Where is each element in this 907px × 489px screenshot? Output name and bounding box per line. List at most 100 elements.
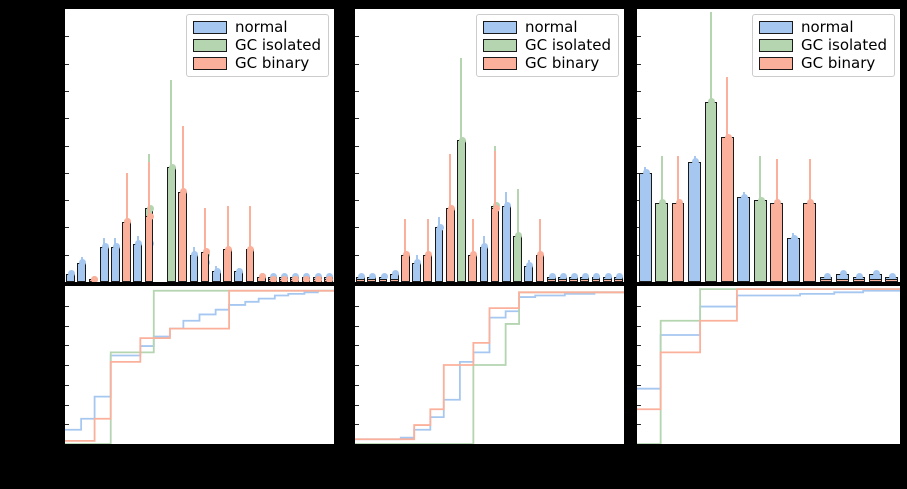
step-plot <box>637 286 900 444</box>
error-bar-cap-marker <box>180 188 188 196</box>
legend-entry-binary: GC binary <box>482 56 611 71</box>
histogram-bar <box>423 254 433 282</box>
y-axis-tick <box>65 64 69 65</box>
histogram-bar <box>704 101 718 282</box>
error-bar-cap-marker <box>236 267 244 275</box>
error-bar-cap-marker <box>675 199 683 207</box>
error-bar-cap-marker <box>839 270 847 278</box>
y-axis-tick <box>637 118 641 119</box>
y-axis-tick <box>355 326 359 327</box>
y-axis-tick <box>637 326 641 327</box>
histogram-bar <box>468 254 478 282</box>
error-bar-cap-marker <box>515 232 523 240</box>
error-bar-cap-marker <box>369 273 377 281</box>
error-bar <box>148 161 151 217</box>
histogram-bar <box>167 167 176 282</box>
error-bar-cap-marker <box>692 158 700 166</box>
step-line-isolated <box>637 289 900 444</box>
error-bar-cap-marker <box>889 273 897 281</box>
histogram-bar <box>535 254 545 282</box>
legend-entry-binary: GC binary <box>758 56 887 71</box>
histogram-bar <box>189 254 199 282</box>
y-axis-tick <box>65 326 69 327</box>
y-axis-tick <box>65 36 69 37</box>
histogram-bar <box>434 227 444 282</box>
y-axis-tick <box>637 365 641 366</box>
error-bar <box>181 126 184 192</box>
error-bar-cap-marker <box>481 243 489 251</box>
histogram-bar <box>457 140 466 282</box>
error-bar-cap-marker <box>292 275 300 282</box>
y-axis-tick <box>637 424 641 425</box>
legend-left: normal GC isolated GC binary <box>185 14 329 77</box>
y-axis-tick <box>65 173 69 174</box>
error-bar-cap-marker <box>526 262 534 270</box>
figure-column-3: normal GC isolated GC binary <box>636 0 907 489</box>
histogram-bar <box>885 279 899 282</box>
error-bar-cap-marker <box>168 163 176 171</box>
histogram-bar <box>133 243 143 282</box>
histogram-bar <box>638 172 652 282</box>
legend-swatch-icon <box>192 39 227 52</box>
error-bar-cap-marker <box>225 245 233 253</box>
error-bar-cap-marker <box>708 98 716 106</box>
histogram-bar <box>770 202 784 282</box>
error-bar-cap-marker <box>391 270 399 278</box>
error-bar-cap-marker <box>191 251 199 259</box>
histogram-bar <box>389 279 399 282</box>
error-bar-cap-marker <box>146 212 154 220</box>
error-bar <box>204 208 207 252</box>
y-axis-tick <box>637 36 641 37</box>
y-axis-tick <box>355 365 359 366</box>
histogram-bar <box>501 205 511 282</box>
y-axis-tick <box>355 385 359 386</box>
error-bar-cap-marker <box>436 223 444 231</box>
error-bar-cap-marker <box>642 169 650 177</box>
error-bar-cap-marker <box>571 273 579 281</box>
histogram-bar <box>200 251 210 282</box>
y-axis-tick <box>637 146 641 147</box>
legend-entry-isolated: GC isolated <box>192 38 321 53</box>
error-bar-cap-marker <box>659 199 667 207</box>
histogram-bar <box>557 279 567 282</box>
y-axis-tick <box>65 91 69 92</box>
error-bar-cap-marker <box>68 270 76 278</box>
histogram-panel-right: normal GC isolated GC binary <box>636 8 901 283</box>
histogram-bar <box>836 279 849 282</box>
error-bar-cap-marker <box>757 196 765 204</box>
error-bar-cap-marker <box>269 275 277 282</box>
error-bar-cap-marker <box>741 193 749 201</box>
y-axis-tick <box>65 146 69 147</box>
y-axis-tick <box>65 365 69 366</box>
y-axis-tick <box>355 91 359 92</box>
legend-label: GC isolated <box>800 36 887 54</box>
histogram-bar <box>602 279 612 282</box>
error-bar <box>808 159 811 203</box>
cumulative-panel-right <box>636 285 901 445</box>
error-bar-cap-marker <box>202 248 210 256</box>
y-axis-tick <box>355 255 359 256</box>
histogram-bar <box>490 208 500 282</box>
step-line-binary <box>637 289 900 409</box>
histogram-bar <box>591 279 601 282</box>
error-bar <box>438 216 441 228</box>
y-axis-tick <box>637 64 641 65</box>
error-bar <box>170 79 173 168</box>
histogram-bar <box>245 249 255 282</box>
legend-swatch-icon <box>192 21 227 34</box>
histogram-bar <box>655 202 669 282</box>
histogram-panel-center: normal GC isolated GC binary <box>354 8 625 283</box>
error-bar-cap-marker <box>458 136 466 144</box>
y-axis-tick <box>355 227 359 228</box>
histogram-bar <box>445 208 455 282</box>
step-line-normal <box>637 291 900 389</box>
y-axis-tick <box>355 64 359 65</box>
cumulative-panel-left <box>64 285 335 445</box>
plot-area <box>637 286 900 444</box>
error-bar <box>449 153 452 209</box>
y-axis-tick <box>637 385 641 386</box>
y-axis-tick <box>637 405 641 406</box>
legend-label: normal <box>234 18 288 36</box>
error-bar-cap-marker <box>146 204 154 212</box>
error-bar <box>125 172 128 222</box>
